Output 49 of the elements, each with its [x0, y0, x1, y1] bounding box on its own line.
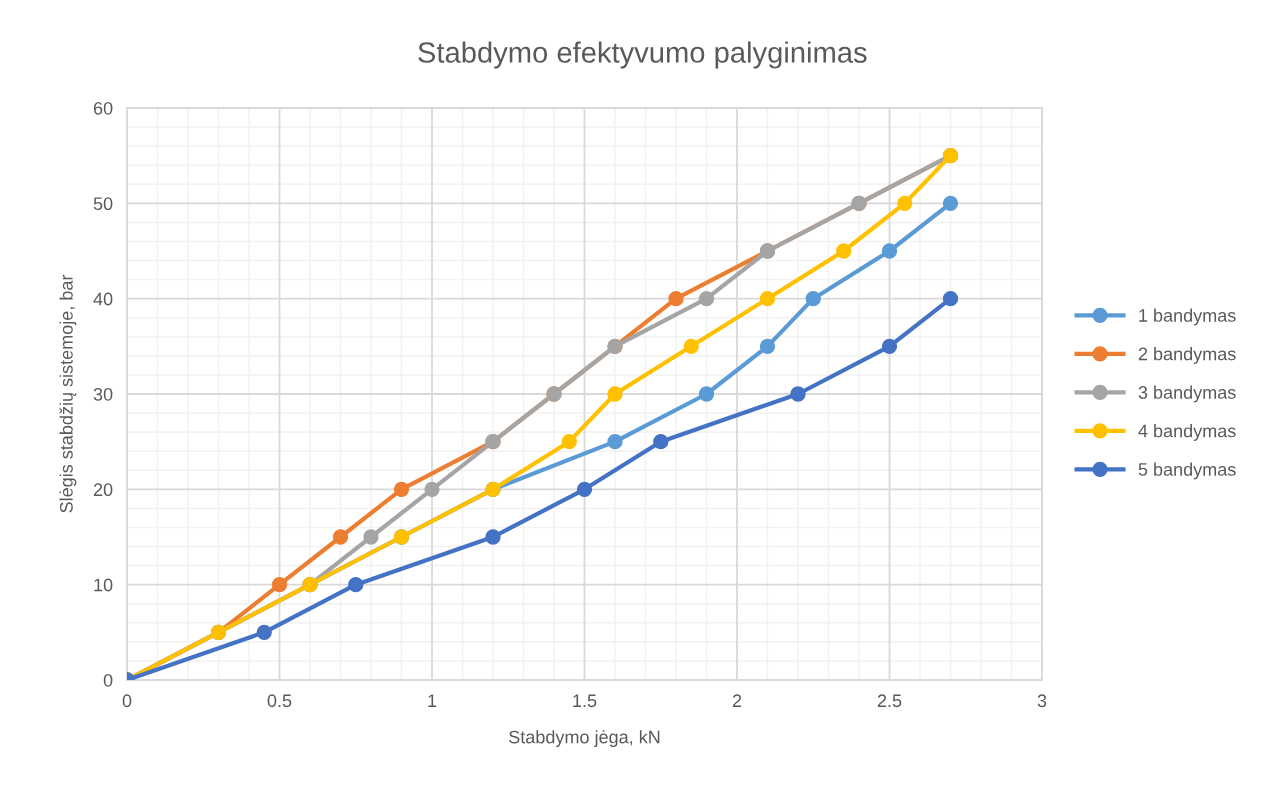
- legend-label: 3 bandymas: [1138, 385, 1236, 403]
- x-tick-label: 3: [1037, 694, 1047, 708]
- point: [759, 338, 776, 354]
- point: [897, 195, 913, 211]
- y-tick-label: 50: [93, 197, 113, 211]
- point: [607, 386, 623, 402]
- legend-label: 2 bandymas: [1138, 347, 1236, 364]
- chart-title: Stabdymo efektyvumo palyginimas: [418, 41, 867, 69]
- point: [881, 338, 898, 354]
- point: [805, 291, 821, 307]
- y-tick-label: 40: [93, 292, 113, 306]
- point: [393, 481, 410, 497]
- point: [485, 529, 501, 545]
- point: [881, 243, 898, 259]
- point: [576, 481, 593, 497]
- point: [836, 243, 852, 259]
- x-tick-label: 2.5: [877, 694, 902, 708]
- y-tick-label: 60: [93, 101, 113, 115]
- point: [256, 624, 272, 640]
- y-tick-label: 20: [93, 483, 113, 497]
- point: [332, 529, 349, 545]
- point: [668, 291, 684, 307]
- point: [653, 434, 669, 450]
- point: [790, 386, 806, 402]
- x-tick-label: 0: [122, 694, 132, 708]
- x-axis-title: Stabdymo jėga, kN: [509, 730, 660, 747]
- point: [424, 481, 440, 497]
- point: [698, 291, 715, 307]
- y-tick-label: 0: [103, 673, 113, 687]
- x-tick-label: 0.5: [267, 694, 292, 708]
- x-tick-label: 1: [428, 694, 437, 707]
- x-tick-label: 2: [732, 694, 742, 707]
- point: [348, 577, 364, 593]
- y-axis-title: Slėgis stabdžių sistemoje, bar: [59, 274, 77, 513]
- point: [607, 434, 623, 450]
- point: [683, 338, 699, 354]
- point: [561, 434, 577, 450]
- point: [942, 291, 959, 307]
- point: [698, 386, 715, 402]
- point: [271, 577, 288, 593]
- point: [363, 529, 379, 545]
- y-tick-label: 30: [93, 387, 113, 401]
- y-tick-label: 10: [94, 578, 113, 592]
- point: [942, 195, 959, 211]
- point: [759, 291, 776, 307]
- x-tick-label: 1.5: [573, 694, 597, 708]
- legend-label: 1 bandymas: [1139, 308, 1236, 326]
- legend-label: 4 bandymas: [1138, 424, 1236, 441]
- legend-label: 5 bandymas: [1138, 462, 1236, 480]
